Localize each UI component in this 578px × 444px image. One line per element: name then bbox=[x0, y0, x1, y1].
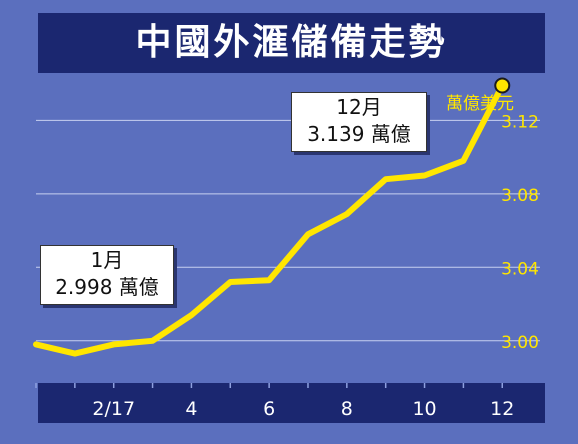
y-tick-label: 3.04 bbox=[501, 259, 539, 279]
data-point bbox=[422, 172, 428, 178]
x-tick-label: 4 bbox=[185, 398, 197, 420]
callout-december-value: 3.139 萬億 bbox=[307, 122, 411, 146]
data-point bbox=[344, 211, 350, 217]
data-point bbox=[150, 338, 156, 344]
data-point bbox=[111, 341, 117, 347]
y-tick-label: 3.08 bbox=[501, 186, 539, 206]
chart-title: 中國外滙儲備走勢 bbox=[135, 22, 448, 63]
callout-january: 1月 2.998 萬億 bbox=[40, 245, 174, 305]
y-tick-label: 3.12 bbox=[501, 112, 539, 132]
x-axis-bar bbox=[38, 383, 545, 423]
callout-january-month: 1月 bbox=[90, 248, 124, 272]
callout-december: 12月 3.139 萬億 bbox=[291, 92, 427, 152]
callout-december-month: 12月 bbox=[336, 95, 382, 119]
data-point bbox=[72, 351, 78, 357]
y-axis-unit-label: 萬億美元 bbox=[446, 94, 514, 114]
data-point bbox=[305, 231, 311, 237]
x-tick-label: 8 bbox=[341, 398, 353, 420]
data-point bbox=[383, 176, 389, 182]
callout-january-value: 2.998 萬億 bbox=[55, 275, 159, 299]
data-point bbox=[460, 158, 466, 164]
data-point bbox=[227, 279, 233, 285]
x-tick-label: 6 bbox=[263, 398, 275, 420]
data-point bbox=[33, 341, 39, 347]
end-point-marker bbox=[494, 77, 511, 94]
series-line bbox=[33, 82, 506, 357]
x-tick-label: 2/17 bbox=[92, 398, 135, 420]
y-tick-label: 3.00 bbox=[501, 333, 539, 353]
x-tick-label: 10 bbox=[412, 398, 436, 420]
data-point bbox=[188, 312, 194, 318]
data-point bbox=[266, 277, 272, 283]
x-tick-label: 12 bbox=[490, 398, 514, 420]
title-bar: 中國外滙儲備走勢 bbox=[38, 13, 545, 73]
